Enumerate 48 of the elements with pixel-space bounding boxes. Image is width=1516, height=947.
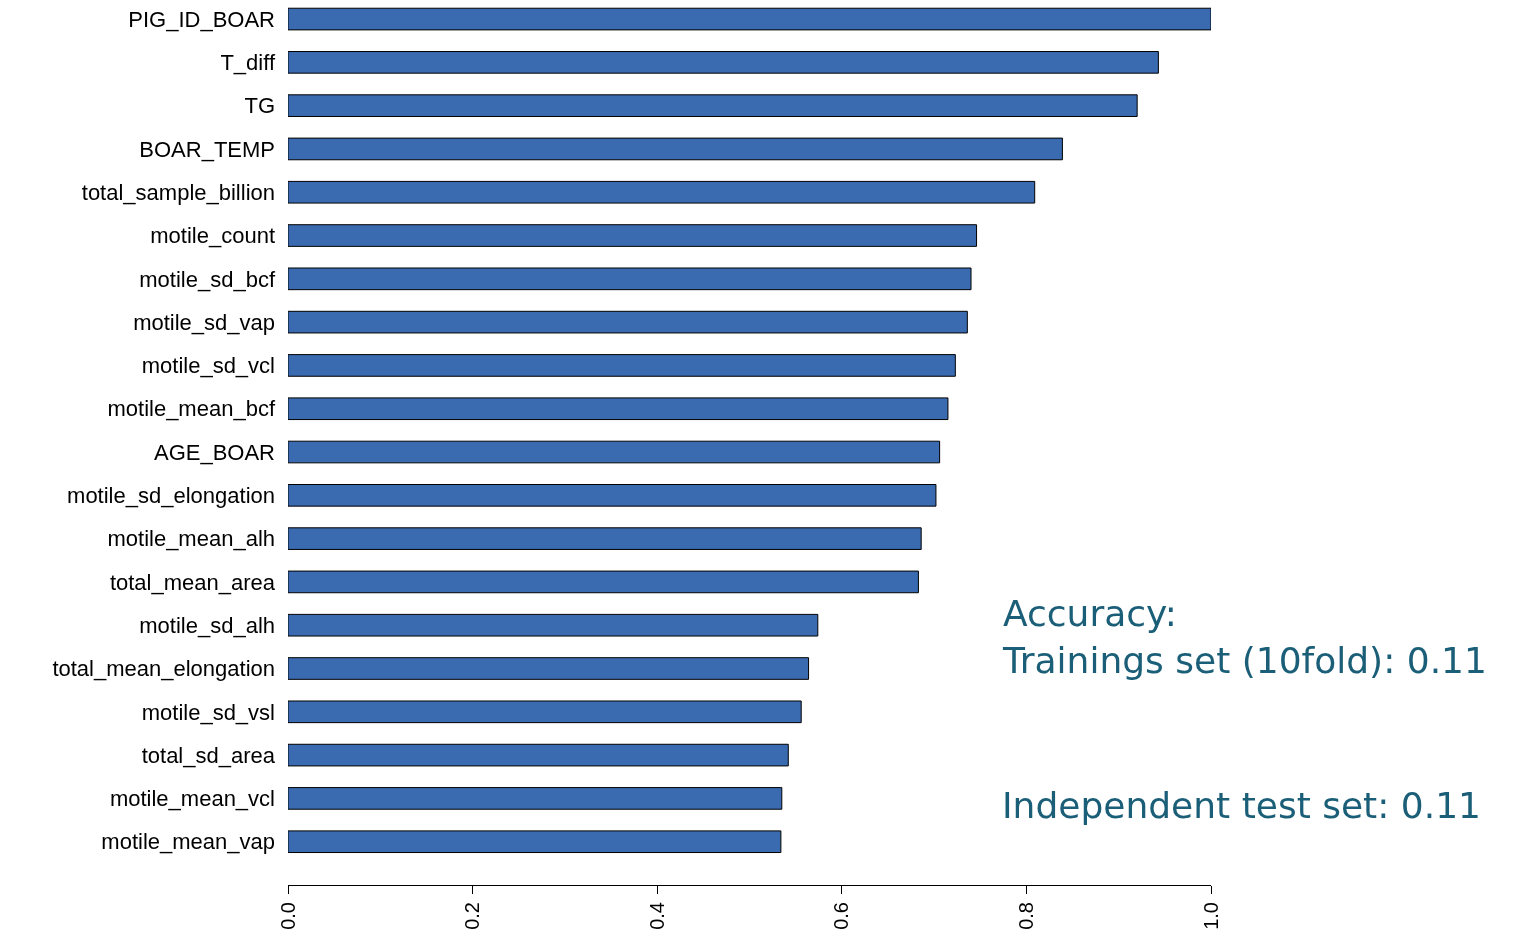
y-tick-label: total_sd_area: [141, 742, 276, 768]
bar: [288, 310, 968, 334]
bar: [288, 267, 972, 291]
x-tick-label: 0.8: [1014, 902, 1037, 930]
annotation: Accuracy: Trainings set (10fold): 0.11: [1002, 593, 1487, 681]
y-tick-label: total_sample_billion: [81, 179, 275, 205]
bar: [288, 527, 922, 550]
bar: [288, 440, 941, 464]
bar: [288, 830, 782, 854]
y-tick-label: total_mean_area: [109, 569, 276, 595]
bar: [288, 7, 1211, 31]
x-tick-label: 0.6: [830, 902, 853, 930]
x-tick-label: 1.0: [1199, 902, 1222, 930]
y-tick-label: motile_sd_bcf: [139, 266, 276, 292]
bar: [288, 570, 919, 594]
y-tick-label: motile_count: [150, 223, 275, 249]
y-tick-label: PIG_ID_BOAR: [128, 6, 275, 32]
x-tick-label: 0.2: [461, 902, 484, 930]
bar: [288, 94, 1138, 117]
y-tick-label: AGE_BOAR: [153, 439, 275, 465]
y-tick-label: T_diff: [220, 50, 276, 76]
y-tick-label: motile_mean_bcf: [107, 396, 276, 422]
bar: [288, 613, 819, 637]
y-tick-label: motile_sd_vsl: [141, 699, 275, 725]
bar: [288, 354, 956, 377]
bar: [288, 743, 789, 767]
bar: [288, 397, 949, 421]
y-tick-label: motile_mean_vcl: [109, 786, 275, 812]
y-tick-label: BOAR_TEMP: [139, 136, 275, 162]
y-tick-label: motile_mean_alh: [107, 526, 275, 552]
y-tick-label: motile_sd_alh: [139, 612, 275, 638]
bar: [288, 180, 1036, 204]
annotation: Independent test set: 0.11: [1002, 785, 1481, 826]
y-tick-label: motile_sd_vap: [133, 309, 275, 335]
y-tick-label: motile_sd_elongation: [67, 483, 275, 509]
bar: [288, 787, 783, 810]
bar: [288, 657, 810, 680]
x-tick-label: 0.4: [645, 902, 668, 930]
y-tick-label: total_mean_elongation: [52, 656, 275, 682]
y-tick-label: TG: [244, 93, 275, 119]
x-tick-label: 0.0: [276, 902, 299, 930]
bar: [288, 484, 937, 507]
bar: [288, 51, 1159, 74]
y-tick-label: motile_sd_vcl: [141, 353, 275, 379]
bar: [288, 224, 978, 247]
bar: [288, 137, 1063, 161]
bar: [288, 700, 802, 724]
y-tick-label: motile_mean_vap: [101, 829, 275, 855]
